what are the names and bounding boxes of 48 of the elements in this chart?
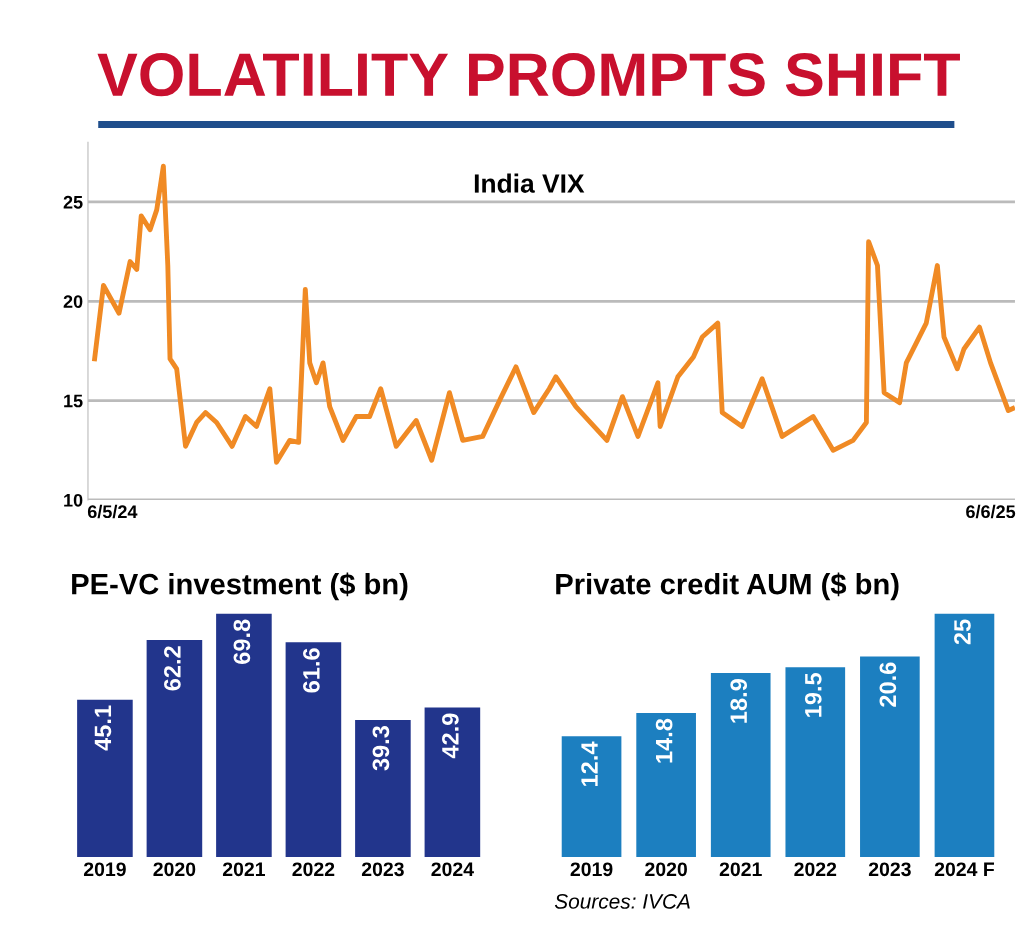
source-note: Sources: IVCA (554, 894, 690, 909)
bar (561, 736, 622, 857)
bar (710, 672, 771, 857)
x-tick-label: 2024 F (934, 862, 995, 877)
x-tick-label: 6/5/24 (87, 504, 138, 519)
x-tick-label: 2020 (645, 862, 687, 877)
data-label: 14.8 (655, 718, 673, 763)
data-label: 42.9 (442, 713, 459, 759)
chart-title: Private credit AUM ($ bn) (556, 572, 899, 601)
x-tick-label: 2024 (431, 862, 474, 877)
bar (146, 640, 203, 857)
x-tick-label: 2022 (292, 862, 335, 877)
x-tick-label: 2019 (83, 862, 126, 877)
x-tick-label: 6/6/25 (966, 504, 1016, 519)
bar (785, 667, 846, 857)
text: India VIX (474, 173, 585, 193)
x-tick-label: 2020 (153, 862, 196, 877)
y-tick-label: 15 (64, 394, 83, 408)
bar (77, 699, 133, 857)
bar (934, 613, 995, 857)
data-label: 61.6 (303, 648, 320, 693)
data-label: 45.1 (94, 705, 112, 751)
data-label: 69.8 (233, 619, 251, 664)
data-label: 25 (954, 619, 971, 645)
data-label: 12.4 (581, 741, 598, 786)
line-series (92, 163, 1015, 465)
bar (355, 719, 411, 857)
chart-title: PE-VC investment ($ bn) (72, 572, 408, 601)
y-tick-label: 10 (64, 493, 83, 507)
x-tick-label: 2021 (719, 862, 762, 877)
y-tick-label: 20 (63, 295, 83, 309)
x-tick-label: 2022 (794, 862, 837, 877)
data-label: 19.5 (804, 673, 822, 717)
bar (216, 613, 272, 857)
data-label: 62.2 (164, 646, 181, 691)
data-label: 18.9 (730, 679, 748, 723)
bar (424, 707, 481, 857)
x-tick-label: 2019 (570, 862, 613, 877)
x-tick-label: 2021 (222, 862, 265, 877)
bar (285, 642, 342, 857)
chart-title: VOLATILITY PROMPTS SHIFT (97, 53, 960, 97)
data-label: 20.6 (879, 662, 897, 707)
bar (860, 656, 920, 857)
y-tick-label: 25 (63, 195, 83, 209)
bar (636, 712, 696, 857)
data-label: 39.3 (372, 726, 390, 771)
x-tick-label: 2023 (361, 862, 404, 877)
x-tick-label: 2023 (868, 862, 911, 877)
